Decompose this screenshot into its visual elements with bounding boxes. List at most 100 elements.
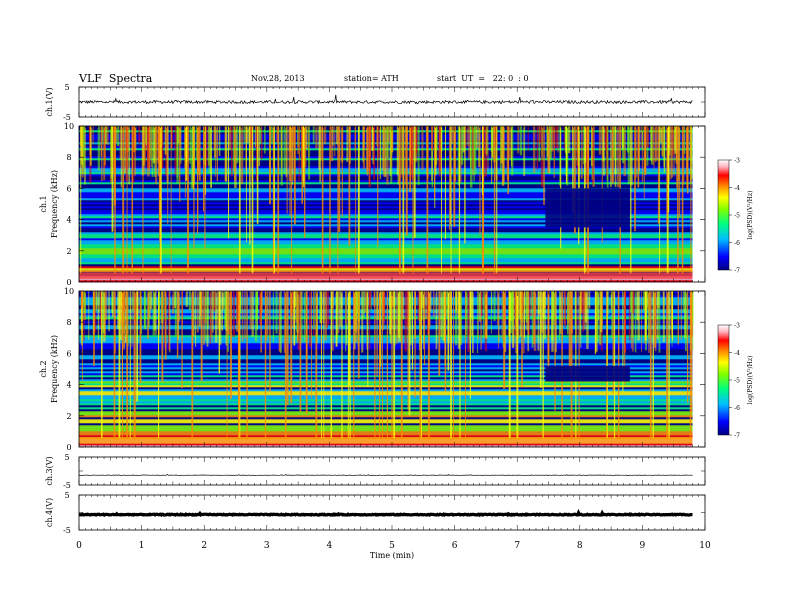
sferic-spike (618, 291, 620, 440)
sferic-spike (561, 291, 563, 440)
noise-streak (368, 291, 372, 308)
frequency-band (79, 375, 693, 378)
sferic-spike (133, 291, 135, 440)
noise-streak (144, 126, 147, 143)
noise-streak (203, 126, 205, 165)
frequency-band (79, 254, 693, 257)
noise-streak (537, 291, 540, 351)
noise-streak (659, 126, 663, 143)
y-tick-label: 0 (66, 443, 71, 452)
noise-streak (441, 291, 444, 341)
frequency-band (79, 349, 693, 352)
noise-streak (476, 291, 479, 354)
frequency-band (79, 232, 693, 235)
noise-streak (147, 126, 150, 169)
sferic-spike (142, 126, 144, 275)
sferic-spike (286, 291, 289, 406)
noise-streak (228, 126, 232, 150)
y-tick-label: 6 (66, 349, 71, 358)
station-label: station= ATH (344, 74, 399, 83)
sferic-spike (113, 291, 116, 440)
frequency-band (79, 345, 693, 348)
noise-streak (96, 291, 98, 310)
colorbar-tick-label: -3 (734, 158, 740, 165)
frequency-band (79, 252, 693, 255)
sferic-spike (409, 126, 412, 193)
sferic-spike (689, 291, 692, 440)
sferic-spike (126, 291, 129, 440)
noise-streak (376, 126, 378, 147)
date-label: Nov.28, 2013 (251, 74, 305, 83)
noise-streak (538, 126, 541, 144)
noise-streak (646, 126, 650, 148)
sferic-spike (400, 291, 403, 440)
sferic-spike (622, 291, 624, 392)
noise-streak (682, 126, 685, 185)
noise-streak (653, 126, 655, 171)
sferic-spike (234, 126, 236, 181)
frequency-band (79, 236, 693, 239)
noise-streak (592, 126, 595, 187)
sferic-spike (574, 126, 576, 234)
noise-streak (251, 291, 254, 337)
noise-streak (614, 126, 617, 175)
noise-streak (99, 291, 103, 329)
frequency-band (79, 305, 693, 308)
frequency-band (79, 315, 693, 318)
x-tick-label: 6 (452, 541, 458, 551)
frequency-band (79, 331, 693, 334)
noise-streak (670, 291, 673, 339)
noise-streak (97, 126, 101, 171)
noise-streak (532, 126, 536, 173)
noise-streak (480, 291, 482, 350)
frequency-band (79, 399, 693, 402)
noise-streak (487, 126, 489, 170)
noise-streak (116, 126, 120, 147)
sferic-spike (264, 291, 267, 440)
noise-streak (511, 126, 514, 176)
noise-streak (207, 291, 209, 329)
y-axis-label: ch.4(V) (45, 498, 54, 527)
noise-streak (138, 126, 141, 144)
sferic-spike (434, 126, 436, 200)
frequency-band (79, 403, 693, 406)
noise-streak (630, 291, 632, 312)
noise-streak (304, 126, 307, 168)
noise-streak (497, 291, 500, 349)
noise-streak (196, 291, 199, 333)
noise-streak (361, 291, 364, 353)
sferic-spike (329, 126, 331, 275)
noise-streak (410, 291, 412, 346)
noise-streak (111, 291, 114, 318)
frequency-band (79, 361, 693, 364)
noise-streak (481, 291, 483, 317)
noise-streak (472, 126, 474, 170)
sferic-spike (543, 126, 545, 206)
frequency-band (79, 278, 693, 281)
noise-streak (177, 291, 180, 341)
noise-streak (655, 126, 658, 161)
frequency-band (79, 190, 693, 193)
noise-streak (574, 291, 576, 326)
colorbar-tick-label: -4 (734, 350, 740, 357)
noise-streak (435, 291, 438, 350)
noise-streak (267, 291, 269, 336)
noise-streak (338, 291, 340, 334)
sferic-spike (353, 291, 355, 440)
sferic-spike (427, 291, 430, 440)
noise-streak (100, 126, 103, 182)
noise-streak (369, 291, 371, 350)
noise-streak (641, 126, 644, 150)
sferic-spike (612, 291, 614, 394)
y-tick-label: 0 (66, 278, 71, 287)
x-tick-label: 8 (577, 541, 583, 551)
frequency-band (79, 365, 693, 368)
sferic-spike (144, 126, 146, 175)
sferic-spike (136, 291, 139, 402)
sferic-spike (251, 126, 254, 275)
noise-streak (134, 126, 137, 176)
sferic-spike (606, 291, 608, 440)
noise-streak (599, 291, 601, 346)
frequency-band (79, 222, 693, 225)
sferic-spike (507, 126, 509, 195)
